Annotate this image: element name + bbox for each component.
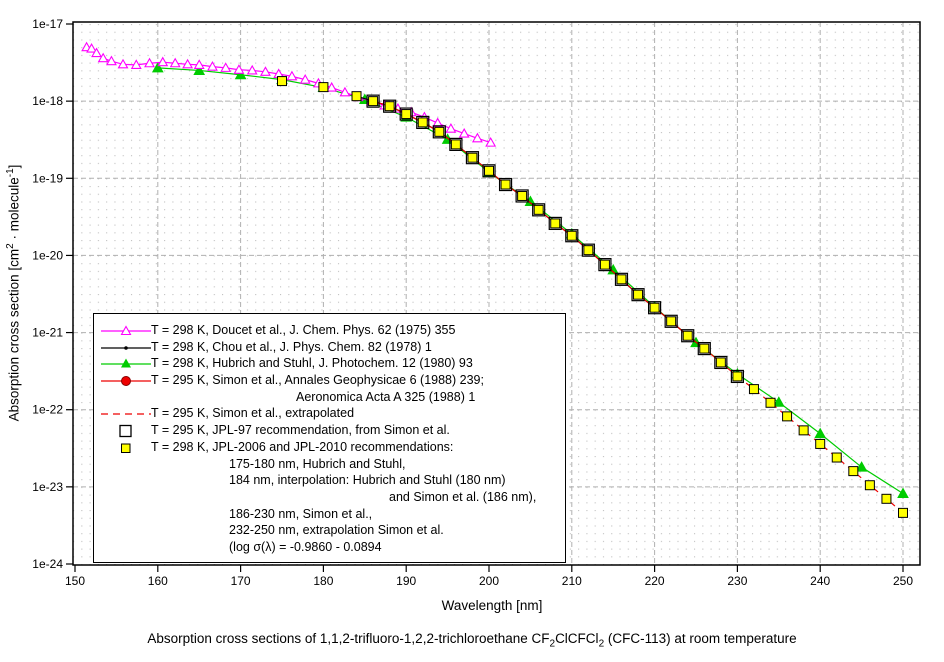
series-jpl97: [366, 94, 745, 384]
legend-item-line: T = 295 K, Simon et al., extrapolated: [94, 405, 565, 422]
svg-text:230: 230: [727, 574, 747, 588]
svg-text:150: 150: [65, 574, 85, 588]
series-layer: [81, 41, 909, 518]
svg-text:1e-23: 1e-23: [32, 480, 63, 494]
legend-text: T = 295 K, Simon et al., Annales Geophys…: [151, 373, 484, 388]
legend-marker-simon_extrapolated-icon: [101, 406, 151, 421]
legend-item-line: T = 298 K, Chou et al., J. Phys. Chem. 8…: [94, 339, 565, 356]
legend-item-line: 186-230 nm, Simon et al.,: [94, 506, 565, 523]
legend-marker-hubrich-icon: [101, 356, 151, 371]
legend-text: 186-230 nm, Simon et al.,: [229, 506, 373, 521]
legend-text: Aeronomica Acta A 325 (1988) 1: [296, 389, 476, 404]
legend-text: and Simon et al. (186 nm),: [389, 489, 537, 504]
legend-item-line: 232-250 nm, extrapolation Simon et al.: [94, 522, 565, 539]
svg-text:250: 250: [893, 574, 913, 588]
legend-item-line: T = 295 K, Simon et al., Annales Geophys…: [94, 372, 565, 389]
svg-text:1e-19: 1e-19: [32, 171, 63, 185]
legend-text: (log σ(λ) = -0.9860 - 0.0894: [229, 539, 382, 554]
legend-item-line: (log σ(λ) = -0.9860 - 0.0894: [94, 539, 565, 556]
legend-marker-chou-icon: [101, 340, 151, 355]
svg-text:220: 220: [645, 574, 665, 588]
legend-marker-jpl2006-icon: [101, 440, 151, 455]
legend-text: T = 298 K, Hubrich and Stuhl, J. Photoch…: [151, 356, 473, 371]
y-axis-title: Absorption cross section [cm2 · molecule…: [5, 164, 22, 422]
legend-text: T = 295 K, Simon et al., extrapolated: [151, 406, 355, 421]
legend-marker-simon-icon: [101, 373, 151, 388]
legend-item-line: T = 295 K, JPL-97 recommendation, from S…: [94, 422, 565, 439]
svg-text:170: 170: [231, 574, 251, 588]
plot-border: [72, 21, 921, 566]
svg-text:1e-22: 1e-22: [32, 403, 63, 417]
legend-item-line: 184 nm, interpolation: Hubrich and Stuhl…: [94, 472, 565, 489]
svg-text:1e-20: 1e-20: [32, 248, 63, 262]
figure-caption: Absorption cross sections of 1,1,2-trifl…: [147, 631, 797, 650]
svg-text:1e-18: 1e-18: [32, 94, 63, 108]
legend-item-line: T = 298 K, Doucet et al., J. Chem. Phys.…: [94, 322, 565, 339]
svg-text:210: 210: [562, 574, 582, 588]
legend-text: T = 298 K, Chou et al., J. Phys. Chem. 8…: [151, 339, 432, 354]
legend-text: 184 nm, interpolation: Hubrich and Stuhl…: [229, 473, 506, 488]
legend-text: 175-180 nm, Hubrich and Stuhl,: [229, 456, 406, 471]
legend-text: T = 298 K, Doucet et al., J. Chem. Phys.…: [151, 323, 456, 337]
legend-item-line: T = 298 K, Hubrich and Stuhl, J. Photoch…: [94, 355, 565, 372]
svg-text:1e-24: 1e-24: [32, 557, 63, 571]
axis-tick-labels: 150 160 170 180 190 200 210 220 230 240 250 1e-17 1e…: [32, 17, 913, 588]
x-axis-title: Wavelength [nm]: [441, 598, 543, 613]
svg-text:160: 160: [148, 574, 168, 588]
svg-text:200: 200: [479, 574, 499, 588]
legend-item-line: T = 298 K, JPL-2006 and JPL-2010 recomme…: [94, 439, 565, 456]
legend-marker-jpl97-icon: [101, 423, 151, 438]
legend-text: T = 298 K, JPL-2006 and JPL-2010 recomme…: [151, 439, 454, 454]
legend-marker-doucet-icon: [101, 323, 151, 338]
svg-text:1e-21: 1e-21: [32, 326, 63, 340]
legend-item-line: 175-180 nm, Hubrich and Stuhl,: [94, 456, 565, 473]
legend-item-line: and Simon et al. (186 nm),: [94, 489, 565, 506]
series-jpl2006: [277, 76, 908, 518]
svg-text:190: 190: [396, 574, 416, 588]
svg-text:180: 180: [313, 574, 333, 588]
legend-box: T = 298 K, Doucet et al., J. Chem. Phys.…: [93, 313, 566, 563]
svg-text:240: 240: [810, 574, 830, 588]
svg-text:1e-17: 1e-17: [32, 17, 63, 31]
axis-ticks: [66, 23, 904, 572]
legend-text: T = 295 K, JPL-97 recommendation, from S…: [151, 423, 450, 438]
legend-text: 232-250 nm, extrapolation Simon et al.: [229, 523, 444, 538]
legend-item-line: Aeronomica Acta A 325 (1988) 1: [94, 389, 565, 406]
series-simon_extrapolated: [737, 375, 904, 514]
